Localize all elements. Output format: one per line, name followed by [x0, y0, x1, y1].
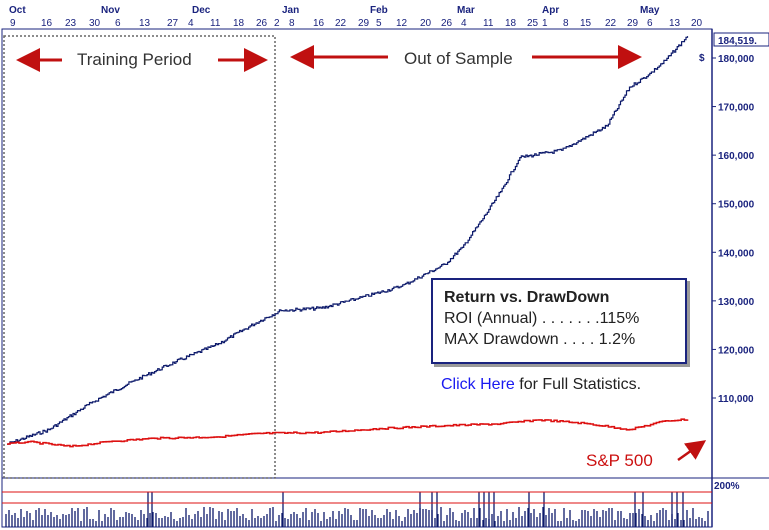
- x-day-label: 29: [627, 18, 639, 29]
- y-tick-label: 120,000: [718, 345, 755, 356]
- y-tick-label: 150,000: [718, 200, 755, 211]
- x-day-label: 20: [691, 18, 703, 29]
- dollar-marker: $: [699, 53, 705, 64]
- drawdown-row: MAX Drawdown . . . . 1.2%: [444, 329, 685, 350]
- volume-axis-label: 200%: [714, 481, 740, 492]
- x-day-label: 16: [41, 18, 53, 29]
- x-day-label: 26: [256, 18, 268, 29]
- x-day-label: 1: [542, 18, 548, 29]
- y-tick-label: 180,000: [718, 54, 755, 65]
- x-day-label: 26: [441, 18, 453, 29]
- x-day-label: 18: [233, 18, 245, 29]
- x-day-label: 23: [65, 18, 77, 29]
- full-statistics-text: for Full Statistics.: [514, 376, 642, 393]
- x-day-label: 13: [139, 18, 151, 29]
- click-here-link[interactable]: Click Here: [441, 376, 515, 393]
- x-day-label: 9: [10, 18, 16, 29]
- x-day-label: 25: [527, 18, 539, 29]
- last-value-label: 184,519.: [718, 36, 757, 47]
- x-day-label: 29: [358, 18, 370, 29]
- drawdown-value: 1.2%: [598, 331, 636, 348]
- x-day-label: 27: [167, 18, 179, 29]
- roi-label: ROI (Annual) . . . . . . .: [444, 310, 600, 327]
- volume-bars: [5, 492, 709, 527]
- x-day-label: 30: [89, 18, 101, 29]
- x-day-label: 16: [313, 18, 325, 29]
- x-month-label: Jan: [282, 5, 299, 16]
- x-day-label: 2: [274, 18, 280, 29]
- x-day-label: 20: [420, 18, 432, 29]
- y-axis-ticks: 110,000 120,000 130,000 140,000 150,000 160,0…: [712, 54, 755, 405]
- y-tick-label: 130,000: [718, 297, 755, 308]
- x-day-label: 6: [115, 18, 121, 29]
- x-day-label: 11: [483, 18, 494, 29]
- x-month-label: Nov: [101, 5, 120, 16]
- stats-box: Return vs. DrawDown ROI (Annual) . . . .…: [431, 278, 687, 364]
- x-day-label: 8: [289, 18, 295, 29]
- x-month-label: Oct: [9, 5, 26, 16]
- y-tick-label: 140,000: [718, 248, 755, 259]
- y-tick-label: 110,000: [718, 394, 754, 405]
- drawdown-label: MAX Drawdown . . . .: [444, 331, 595, 348]
- x-day-label: 18: [505, 18, 517, 29]
- sp500-label: S&P 500: [586, 451, 653, 470]
- x-day-label: 12: [396, 18, 408, 29]
- x-month-label: Feb: [370, 5, 388, 16]
- x-day-label: 11: [210, 18, 221, 29]
- training-period-box: [3, 35, 276, 479]
- x-month-label: Apr: [542, 5, 559, 16]
- x-month-label: May: [640, 5, 660, 16]
- x-day-label: 15: [580, 18, 592, 29]
- x-month-label: Dec: [192, 5, 211, 16]
- x-day-label: 4: [188, 18, 194, 29]
- y-tick-label: 160,000: [718, 151, 755, 162]
- y-tick-label: 170,000: [718, 103, 755, 114]
- roi-value: 115%: [599, 310, 640, 327]
- x-month-label: Mar: [457, 5, 475, 16]
- full-statistics-line: Click Here for Full Statistics.: [441, 376, 641, 394]
- sp500-line: [7, 418, 689, 448]
- series-layer: [7, 36, 689, 448]
- last-value-tag: [713, 32, 769, 47]
- x-day-label: 6: [647, 18, 653, 29]
- x-day-label: 8: [563, 18, 569, 29]
- x-day-label: 4: [461, 18, 467, 29]
- x-day-label: 13: [669, 18, 681, 29]
- x-day-label: 5: [376, 18, 382, 29]
- x-day-label: 22: [335, 18, 347, 29]
- x-day-label: 22: [605, 18, 617, 29]
- sp500-arrow: [677, 440, 707, 462]
- out-of-sample-label: Out of Sample: [404, 49, 513, 68]
- equity-line: [7, 36, 689, 445]
- roi-row: ROI (Annual) . . . . . . .115%: [444, 308, 685, 329]
- training-period-label: Training Period: [77, 50, 192, 69]
- stats-title: Return vs. DrawDown: [444, 289, 610, 306]
